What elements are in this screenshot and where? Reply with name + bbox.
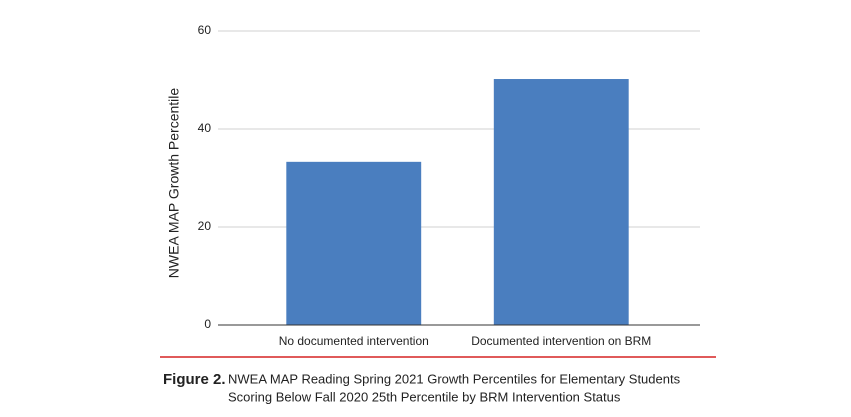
y-tick-label: 0	[204, 317, 211, 331]
x-tick-label: No documented intervention	[279, 334, 429, 348]
caption-line: NWEA MAP Reading Spring 2021 Growth Perc…	[228, 371, 681, 386]
y-tick-label: 40	[198, 121, 212, 135]
y-axis-label: NWEA MAP Growth Percentile	[166, 88, 182, 279]
figure-label: Figure 2.	[163, 371, 226, 388]
y-tick-label: 20	[198, 219, 212, 233]
bar	[286, 161, 422, 325]
caption-line: Scoring Below Fall 2020 25th Percentile …	[228, 389, 621, 404]
bar	[493, 79, 629, 326]
y-tick-label: 60	[198, 23, 212, 37]
x-tick-label: Documented intervention on BRM	[471, 334, 651, 348]
